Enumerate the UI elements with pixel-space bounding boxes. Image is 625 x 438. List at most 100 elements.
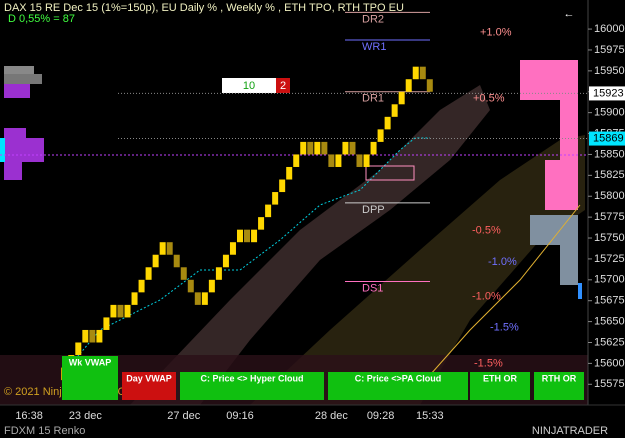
- toggle-button[interactable]: [534, 372, 584, 400]
- toggle-button[interactable]: [180, 372, 324, 400]
- counter-up: 10: [243, 80, 255, 92]
- left-profile: [0, 66, 44, 180]
- y-tick-label: 16000: [594, 23, 625, 35]
- vwap-line: [61, 137, 430, 376]
- y-tick-label: 15675: [594, 295, 625, 307]
- brick: [356, 154, 363, 167]
- highlight-box: [365, 165, 415, 181]
- y-tick-label: 15650: [594, 316, 625, 328]
- pa-cloud: [250, 135, 585, 405]
- footer: FDXM 15 Renko: [4, 425, 85, 437]
- percent-label: +0.5%: [473, 92, 505, 104]
- brick: [145, 267, 152, 280]
- brick: [426, 79, 433, 92]
- brick: [110, 304, 117, 318]
- brick: [236, 229, 243, 243]
- price-tag: [589, 86, 625, 101]
- y-tick-label: 15850: [594, 148, 625, 160]
- y-tick-label: 15825: [594, 169, 625, 181]
- y-tick-label: 15625: [594, 336, 625, 348]
- brick: [272, 192, 279, 205]
- percent-label: -0.5%: [472, 224, 501, 236]
- brick: [279, 179, 286, 193]
- chart-title: DAX 15 RE Dec 15 (1%=150p), EU Daily % ,…: [4, 2, 404, 14]
- y-tick-label: 15775: [594, 211, 625, 223]
- y-tick-label: 15800: [594, 190, 625, 202]
- brick: [391, 104, 398, 117]
- toggle-button[interactable]: [62, 356, 118, 400]
- button-label[interactable]: C: Price <>PA Cloud: [355, 373, 442, 383]
- brick: [89, 329, 96, 343]
- brick: [138, 279, 145, 293]
- percent-label: -1.0%: [488, 256, 517, 268]
- brick: [229, 242, 236, 255]
- brick: [342, 141, 349, 155]
- brick: [412, 66, 419, 80]
- brick: [82, 329, 89, 343]
- level-label: DR2: [362, 13, 384, 25]
- y-tick-label: 15575: [594, 378, 625, 390]
- level-label: WR1: [362, 41, 386, 53]
- x-tick-label: 09:16: [226, 410, 254, 422]
- brick: [124, 304, 131, 318]
- toggle-button[interactable]: [328, 372, 468, 400]
- brick: [398, 91, 405, 105]
- y-tick-label: 15700: [594, 274, 625, 286]
- chart-subtitle: D 0,55% = 87: [8, 13, 75, 25]
- brick: [363, 154, 370, 167]
- brick: [405, 79, 412, 92]
- brick: [244, 229, 251, 243]
- toggle-button[interactable]: [470, 372, 530, 400]
- brick: [187, 279, 194, 293]
- back-arrow[interactable]: ←: [564, 8, 575, 20]
- brick: [377, 129, 384, 142]
- brick: [321, 141, 328, 155]
- brick: [103, 317, 110, 330]
- percent-label: -1.5%: [490, 321, 519, 333]
- brick: [370, 141, 377, 155]
- logo: NINJATRADER: [532, 425, 608, 437]
- button-label[interactable]: ETH OR: [483, 373, 518, 383]
- button-label[interactable]: RTH OR: [542, 373, 577, 383]
- brick: [75, 342, 82, 356]
- brick: [166, 242, 173, 255]
- toggle-button[interactable]: [122, 372, 176, 400]
- brick: [349, 141, 356, 155]
- brick: [335, 154, 342, 167]
- y-tick-label: 15950: [594, 65, 625, 77]
- brick: [194, 292, 201, 305]
- brick: [222, 254, 229, 268]
- button-label[interactable]: Day VWAP: [126, 373, 172, 383]
- price-tag: [589, 131, 625, 146]
- brick: [293, 154, 300, 167]
- y-tick-label: 15600: [594, 357, 625, 369]
- brick: [208, 279, 215, 293]
- button-label[interactable]: Wk VWAP: [69, 357, 112, 367]
- button-label[interactable]: C: Price <> Hyper Cloud: [200, 373, 303, 383]
- brick: [173, 254, 180, 268]
- brick: [384, 116, 391, 130]
- or-line: [429, 204, 581, 376]
- brick: [307, 141, 314, 155]
- brick: [251, 229, 258, 243]
- brick: [286, 166, 293, 180]
- brick: [300, 141, 307, 155]
- brick: [215, 267, 222, 280]
- brick: [201, 292, 208, 305]
- brick: [314, 141, 321, 155]
- price-label: 15923: [593, 87, 624, 99]
- y-tick-label: 15725: [594, 253, 625, 265]
- brick: [152, 254, 159, 268]
- hyper-cloud: [130, 85, 490, 405]
- brick: [265, 204, 272, 218]
- percent-label: +1.0%: [480, 26, 512, 38]
- x-tick-label: 16:38: [15, 410, 43, 422]
- y-tick-label: 15750: [594, 232, 625, 244]
- price-label: 15869: [593, 132, 624, 144]
- y-tick-label: 15975: [594, 44, 625, 56]
- percent-label: -1.5%: [474, 357, 503, 369]
- counter-down-box: [276, 78, 290, 93]
- brick: [328, 154, 335, 167]
- x-tick-label: 09:28: [367, 410, 395, 422]
